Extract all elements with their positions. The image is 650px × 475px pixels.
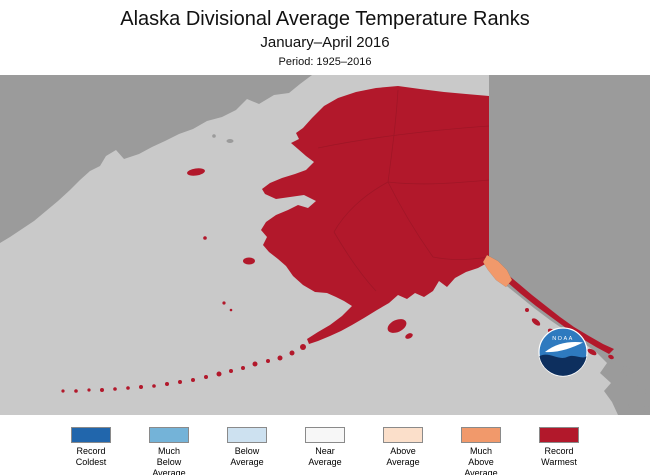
legend-label: Near Average [308, 446, 342, 467]
page-title: Alaska Divisional Average Temperature Ra… [120, 8, 530, 30]
aleutian-islands [61, 344, 306, 393]
legend-label: Much Below Average [152, 446, 186, 475]
gray-island [622, 366, 634, 378]
legend-swatch [461, 427, 501, 443]
noaa-logo-text: NOAA [552, 336, 574, 342]
red-island [405, 333, 413, 339]
legend-swatch [305, 427, 345, 443]
legend-label: Above Average [386, 446, 420, 467]
other-landmasses [0, 75, 650, 415]
map-canvas: NOAA [0, 75, 650, 415]
nunivak-island [243, 257, 255, 265]
legend: Record Coldest Much Below Average Below … [0, 415, 650, 475]
alaska-mainland [261, 86, 489, 344]
legend-item: Record Coldest [67, 427, 115, 468]
header: Alaska Divisional Average Temperature Ra… [0, 0, 650, 75]
gray-island [212, 134, 216, 138]
red-island [203, 236, 207, 240]
legend-item: Record Warmest [535, 427, 583, 468]
period-label: Period: 1925–2016 [278, 56, 372, 68]
legend-swatch [149, 427, 189, 443]
legend-swatch [227, 427, 267, 443]
legend-item: Near Average [301, 427, 349, 468]
canada-landmass [489, 75, 650, 415]
noaa-logo-icon: NOAA [538, 327, 588, 377]
legend-label: Record Warmest [541, 446, 577, 467]
legend-item: Above Average [379, 427, 427, 468]
st-lawrence-island [187, 168, 205, 176]
legend-item: Much Above Average [457, 427, 505, 475]
red-island [222, 301, 226, 305]
division-much-above [482, 254, 513, 288]
seagull-icon [545, 342, 583, 353]
legend-label: Below Average [230, 446, 264, 467]
legend-item: Below Average [223, 427, 271, 468]
legend-swatch [539, 427, 579, 443]
russia-landmass [0, 75, 312, 243]
legend-swatch [71, 427, 111, 443]
gray-island [628, 400, 638, 410]
division-boundaries [317, 89, 490, 292]
gray-island [643, 406, 650, 412]
map-area: NOAA National Centers for Environmental … [0, 75, 650, 475]
legend-label: Record Coldest [75, 446, 107, 467]
date-range-subtitle: January–April 2016 [260, 34, 390, 51]
legend-swatch [383, 427, 423, 443]
legend-item: Much Below Average [145, 427, 193, 475]
gray-island [226, 139, 234, 143]
kodiak-island [387, 319, 407, 333]
legend-label: Much Above Average [464, 446, 498, 475]
gray-island [635, 384, 647, 396]
red-island [229, 308, 233, 312]
